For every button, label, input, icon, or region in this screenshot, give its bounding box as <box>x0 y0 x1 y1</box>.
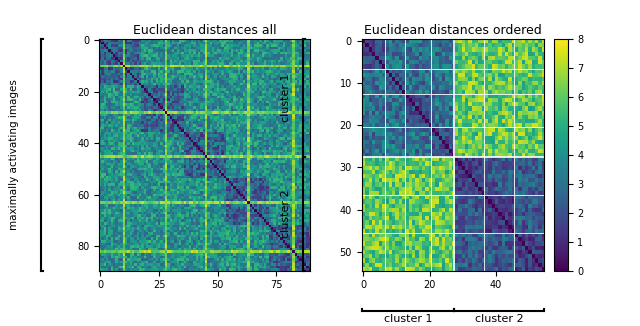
Text: cluster 2: cluster 2 <box>475 314 524 324</box>
Text: maximally activating images: maximally activating images <box>9 80 19 230</box>
Title: Euclidean distances ordered: Euclidean distances ordered <box>364 23 541 37</box>
Text: cluster 2: cluster 2 <box>281 189 291 238</box>
Text: cluster 1: cluster 1 <box>281 74 291 122</box>
Title: Euclidean distances all: Euclidean distances all <box>133 23 276 37</box>
Text: cluster 1: cluster 1 <box>384 314 432 324</box>
